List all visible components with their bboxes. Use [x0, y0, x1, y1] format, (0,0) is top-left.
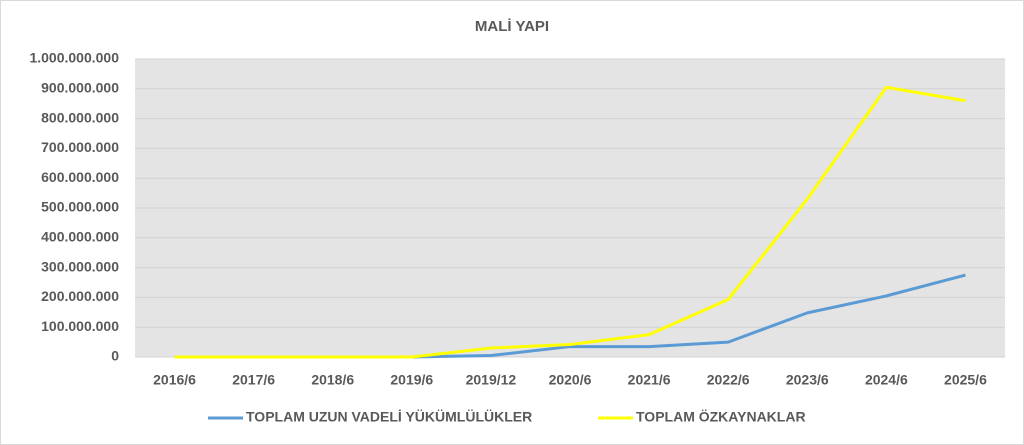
- y-tick-label: 700.000.000: [41, 139, 119, 155]
- x-tick-label: 2022/6: [707, 372, 750, 388]
- legend-label: TOPLAM UZUN VADELİ YÜKÜMLÜLÜKLER: [246, 409, 532, 425]
- x-tick-label: 2017/6: [232, 372, 275, 388]
- y-tick-label: 100.000.000: [41, 318, 119, 334]
- y-tick-label: 600.000.000: [41, 169, 119, 185]
- x-tick-label: 2020/6: [549, 372, 592, 388]
- legend-label: TOPLAM ÖZKAYNAKLAR: [636, 409, 806, 425]
- y-tick-label: 300.000.000: [41, 258, 119, 274]
- chart-title: MALİ YAPI: [475, 18, 549, 35]
- x-tick-label: 2021/6: [628, 372, 671, 388]
- x-tick-label: 2025/6: [944, 372, 987, 388]
- y-tick-label: 500.000.000: [41, 199, 119, 215]
- x-tick-label: 2019/6: [390, 372, 433, 388]
- x-tick-label: 2018/6: [311, 372, 354, 388]
- y-tick-label: 400.000.000: [41, 229, 119, 245]
- x-tick-label: 2024/6: [865, 372, 908, 388]
- x-tick-label: 2016/6: [153, 372, 196, 388]
- series-line: [174, 85, 966, 359]
- y-tick-label: 0: [111, 348, 119, 364]
- x-tick-label: 2023/6: [786, 372, 829, 388]
- y-tick-label: 800.000.000: [41, 109, 119, 125]
- x-tick-label: 2019/12: [466, 372, 517, 388]
- y-tick-label: 900.000.000: [41, 80, 119, 96]
- y-tick-label: 1.000.000.000: [29, 50, 119, 66]
- y-tick-label: 200.000.000: [41, 288, 119, 304]
